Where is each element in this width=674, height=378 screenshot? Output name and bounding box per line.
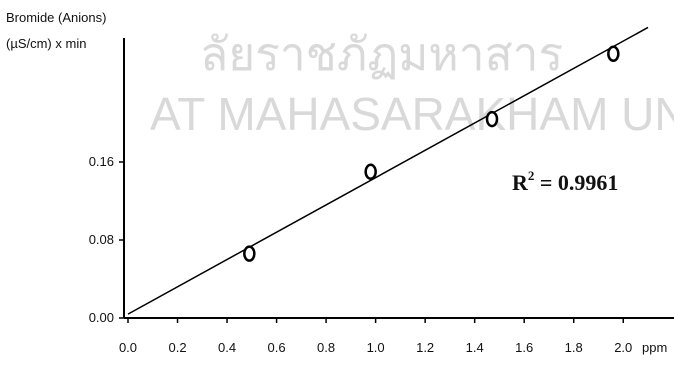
y-axis-label: Bromide (Anions) [6,10,106,25]
x-axis-label: ppm [642,340,667,355]
y-tick-label: 0.08 [89,232,114,247]
data-point [243,245,256,262]
x-tick-label: 1.6 [515,340,533,355]
watermark: ลัยราชภัฏมหาสาร [200,28,563,80]
x-tick-label: 1.2 [416,340,434,355]
annotation: R2 = 0.9961 [512,168,618,195]
data-point [485,110,499,128]
x-tick-label: 0.4 [218,340,236,355]
annotation-base: R [512,170,529,195]
x-tick-label: 0.8 [317,340,335,355]
y-tick-label: 0.16 [89,154,114,169]
annotation-rest: = 0.9961 [534,170,618,195]
y-axis-label: (µS/cm) x min [6,36,86,51]
y-tick-label: 0.00 [89,310,114,325]
watermark: AT MAHASARAKHAM UNIVE [150,88,674,140]
x-tick-label: 1.8 [565,340,583,355]
data-point [607,45,620,63]
annotation-sup: 2 [528,168,535,183]
x-tick-label: 2.0 [614,340,632,355]
x-tick-label: 0.6 [268,340,286,355]
x-tick-label: 0.0 [119,340,137,355]
fit-line [127,26,649,315]
x-tick-label: 1.4 [466,340,484,355]
data-point [364,163,377,180]
x-tick-label: 1.0 [367,340,385,355]
x-tick-label: 0.2 [168,340,186,355]
